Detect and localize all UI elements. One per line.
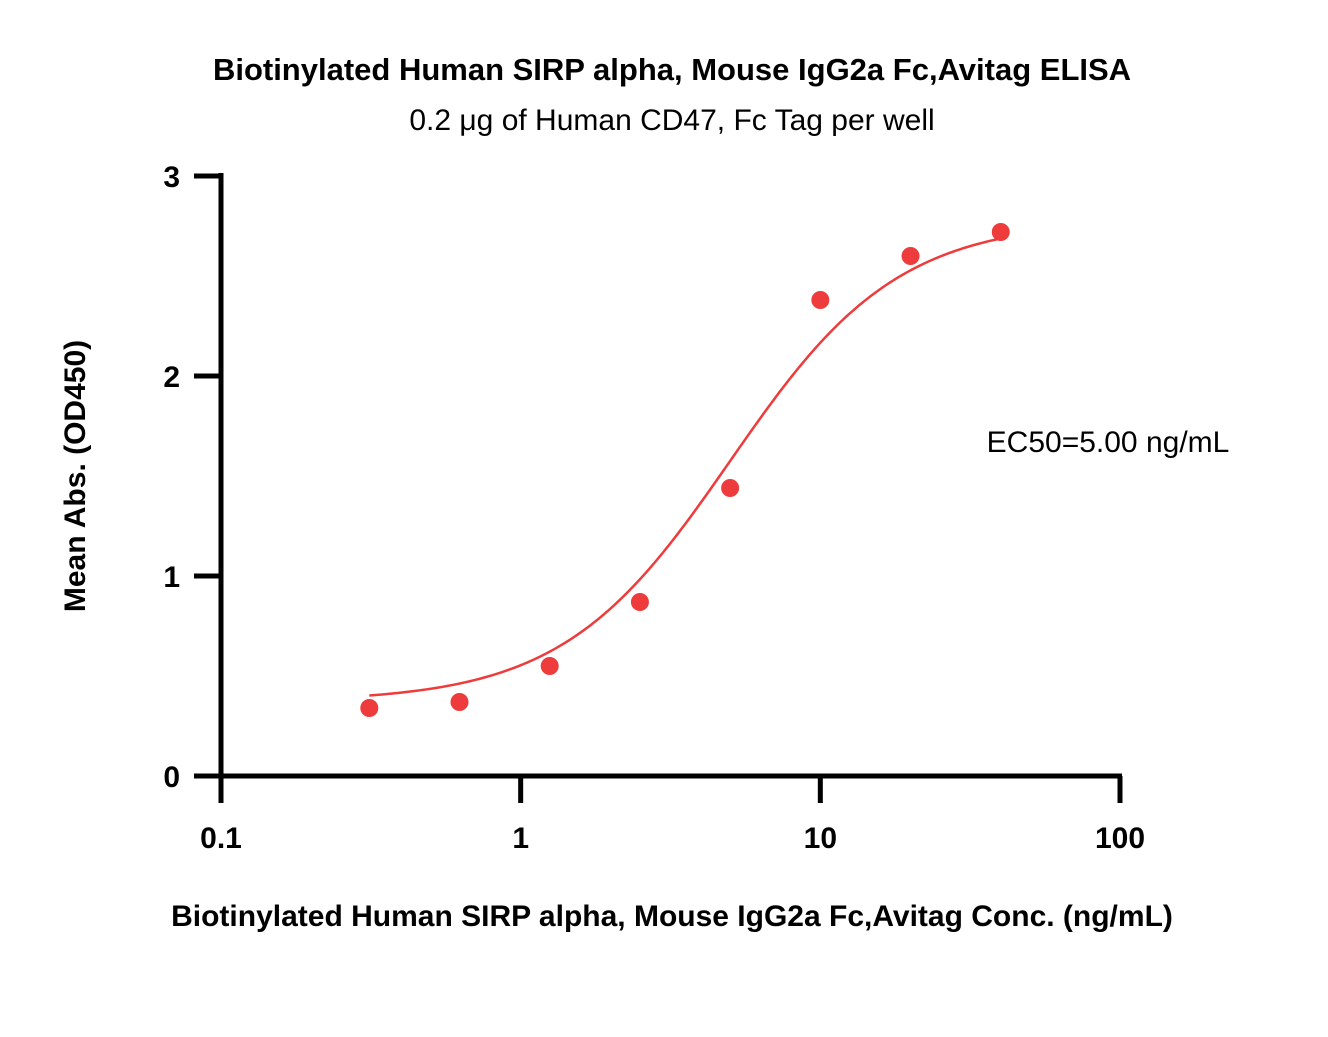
- x-tick-label: 10: [804, 822, 837, 855]
- x-axis-ticks: 0.1 1 10 100: [200, 776, 1145, 855]
- x-axis-title: Biotinylated Human SIRP alpha, Mouse IgG…: [171, 900, 1173, 933]
- y-tick-label: 1: [163, 561, 180, 594]
- y-tick-label: 0: [163, 761, 180, 794]
- data-point: [360, 699, 379, 717]
- fit-curve: [369, 237, 1002, 697]
- data-point: [721, 479, 740, 497]
- y-axis-title: Mean Abs. (OD450): [59, 340, 92, 612]
- data-point: [450, 693, 469, 711]
- data-points: [360, 223, 1010, 717]
- data-point: [630, 593, 649, 611]
- ec50-annotation: EC50=5.00 ng/mL: [987, 426, 1230, 459]
- y-tick-label: 3: [163, 161, 180, 194]
- x-tick-label: 0.1: [200, 822, 242, 855]
- data-point: [811, 291, 830, 309]
- y-tick-label: 2: [163, 361, 180, 394]
- y-axis-ticks: 0 1 2 3: [163, 161, 221, 794]
- chart-title: Biotinylated Human SIRP alpha, Mouse IgG…: [213, 52, 1131, 87]
- data-point: [901, 247, 920, 265]
- chart-subtitle: 0.2 μg of Human CD47, Fc Tag per well: [409, 104, 934, 137]
- x-tick-label: 100: [1095, 822, 1145, 855]
- data-point: [540, 657, 559, 675]
- data-point: [991, 223, 1010, 241]
- x-tick-label: 1: [512, 822, 529, 855]
